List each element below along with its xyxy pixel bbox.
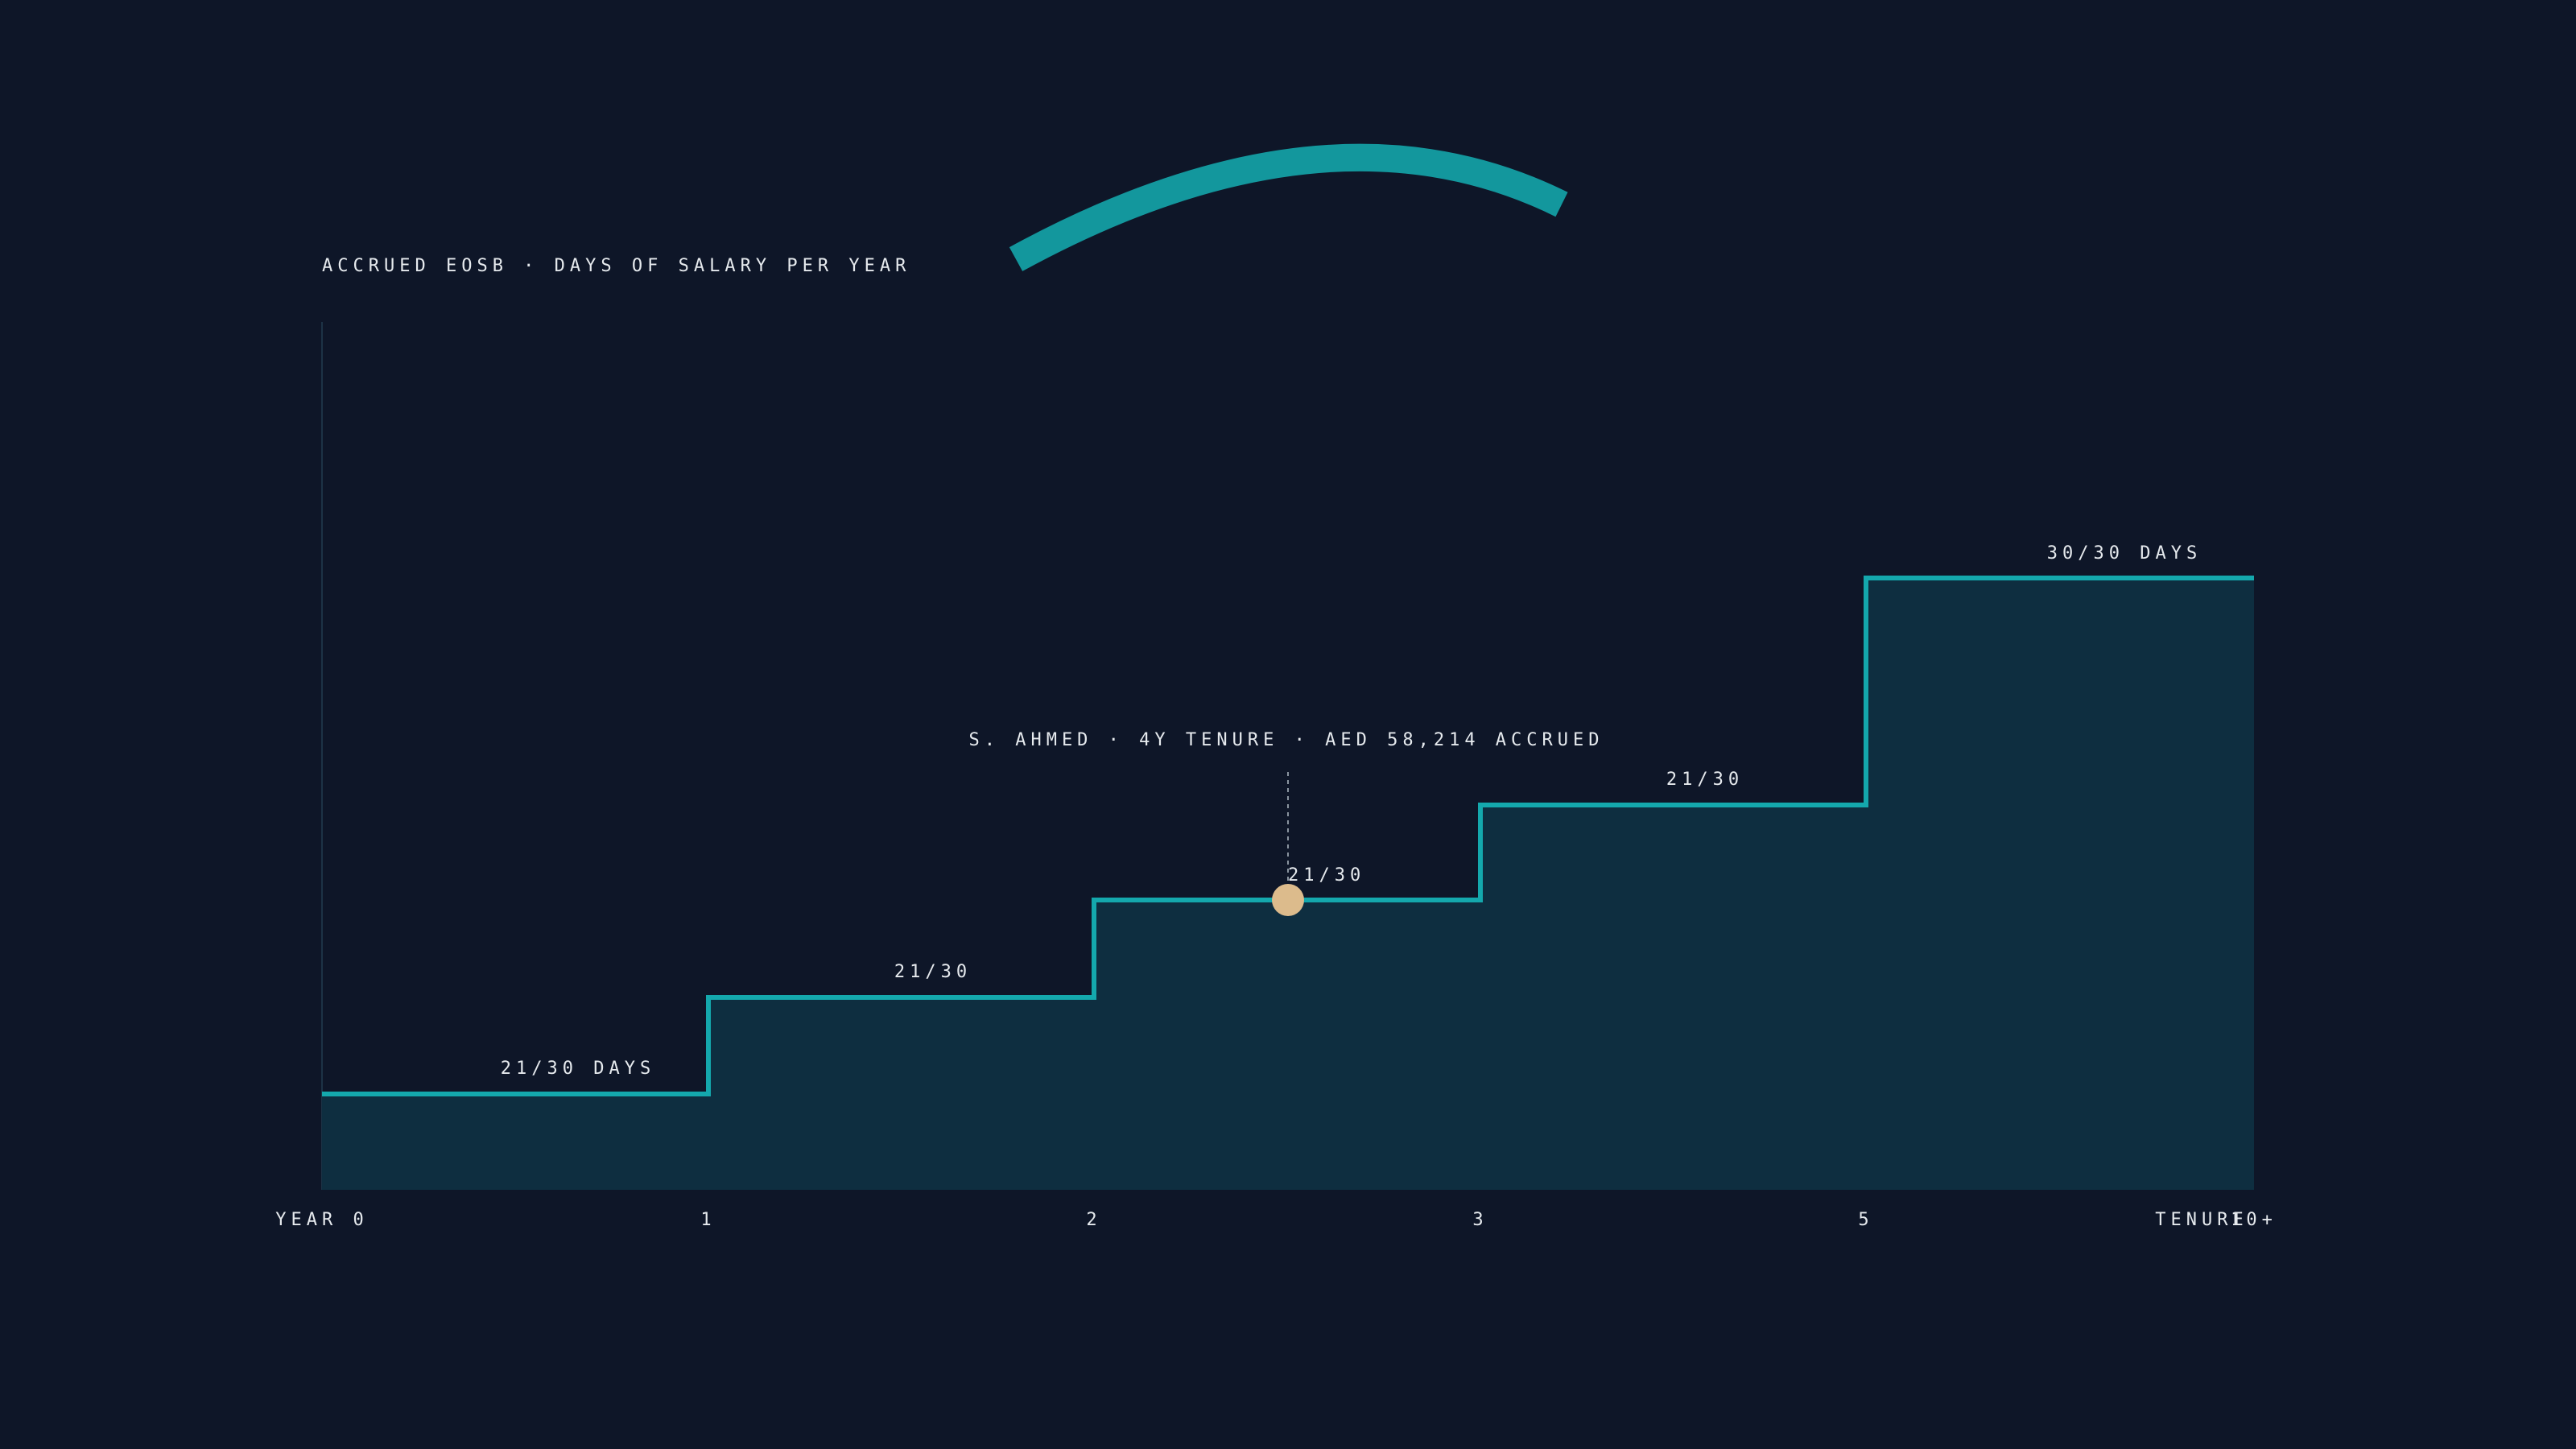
step-area: [322, 578, 2254, 1190]
step-label: 21/30: [1666, 770, 1744, 790]
axis-title: TENURE: [2155, 1210, 2248, 1230]
x-label: 2: [1086, 1210, 1101, 1230]
x-label: YEAR 0: [275, 1210, 368, 1230]
x-label: 1: [700, 1210, 716, 1230]
step-label: 21/30: [1288, 865, 1365, 886]
step-label: 21/30 DAYS: [501, 1059, 655, 1079]
annotation: S. AHMED · 4Y TENURE · AED 58,214 ACCRUE…: [968, 730, 1604, 750]
employee-marker: [1272, 884, 1304, 916]
step-label: 30/30 DAYS: [2047, 543, 2202, 564]
step-label: 21/30: [894, 962, 972, 982]
x-label: 5: [1858, 1210, 1873, 1230]
chart-title: ACCRUED EOSB · DAYS OF SALARY PER YEAR: [322, 256, 910, 276]
x-label: 3: [1472, 1210, 1488, 1230]
x-label: 10+: [2231, 1210, 2277, 1230]
decorative-arc: [1009, 143, 1568, 271]
